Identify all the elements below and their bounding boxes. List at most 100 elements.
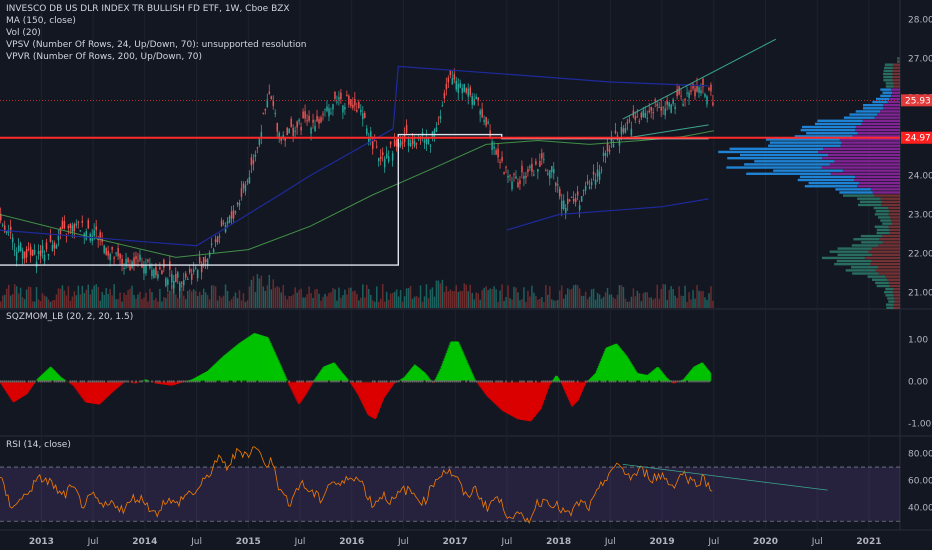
vpvr-bar-down [893,85,900,88]
squeeze-dot [300,380,302,383]
vpsv-legend[interactable]: VPSV (Number Of Rows, 24, Up/Down, 70): … [6,40,307,50]
volume-bar [252,276,255,308]
vpvr-bar-up [837,247,872,250]
vpvr-bar-up [885,287,894,291]
squeeze-dot [19,380,22,383]
candle-body [678,86,680,95]
volume-bar [491,289,493,308]
volume-bar [551,299,553,308]
volume-bar [45,296,48,308]
squeeze-title[interactable]: SQZMOM_LB (20, 2, 20, 1.5) [6,312,134,322]
squeeze-dot [99,380,101,383]
vpvr-bar-up [897,60,899,63]
vpvr-bar-down [885,275,900,278]
price-tag: 24.97 [905,134,931,144]
squeeze-dot [183,380,185,383]
candle-body [449,70,452,76]
volume-bar [517,292,519,308]
candle-body [248,176,251,184]
vpvr-bar-down [821,166,900,169]
candle-body [143,265,145,274]
rsi-title[interactable]: RSI (14, close) [6,440,71,450]
candle-body [471,96,473,105]
squeeze-dot [507,380,509,383]
vpvr-bar-up [857,197,881,200]
squeeze-dot [11,380,14,383]
squeeze-dot [489,380,491,383]
candle-body [222,222,225,224]
vpvr-bar-up [880,88,892,91]
volume-bar [527,290,529,308]
squeeze-dot [298,380,300,383]
squeeze-dot [501,380,503,383]
squeeze-dot [33,380,36,383]
candle-body [364,112,366,118]
candle-body [425,137,428,145]
volume-bar [135,298,137,308]
volume-bar [316,288,318,308]
candle-body [435,127,438,132]
vol-legend[interactable]: Vol (20) [6,28,41,38]
candle-body [137,260,139,262]
volume-bar [702,291,704,308]
volume-bar [459,290,462,308]
squeeze-dot [415,380,418,383]
vpvr-bar-down [840,144,900,147]
time-tick: 2013 [29,537,54,547]
squeeze-dot [383,380,386,383]
squeeze-dot [366,380,368,383]
squeeze-dot [463,380,466,383]
squeeze-dot [658,380,660,383]
squeeze-dot [628,380,631,383]
volume-bar [445,286,448,308]
volume-bar [39,301,42,308]
symbol-title[interactable]: INVESCO DB US DLR INDEX TR BULLISH FD ET… [6,4,290,14]
vpvr-bar-down [892,72,900,76]
volume-bar [566,288,569,308]
volume-bar [632,288,635,308]
candle-body [206,258,209,267]
vpvr-bar-down [834,160,900,163]
squeeze-dot [509,380,511,383]
volume-bar [25,289,28,308]
volume-bar [280,292,283,308]
ma-legend[interactable]: MA (150, close) [6,16,76,26]
vpvr-bar-up [849,113,878,116]
candle-body [177,272,179,278]
volume-bar [204,292,207,308]
squeeze-dot [159,380,161,383]
volume-bar [314,289,316,308]
candle-body [654,99,657,101]
volume-bar [477,293,479,308]
vpvr-bar-up [867,275,886,278]
candle-body [509,175,511,177]
vpsv-value-area-low [506,198,709,231]
volume-bar [262,286,265,308]
candle-body [308,115,310,121]
candle-body [49,234,52,243]
candle-body [226,221,229,224]
squeeze-dot [469,380,471,383]
squeeze-dot [397,380,400,383]
squeeze-dot [551,380,553,383]
squeeze-dot [600,380,603,383]
volume-bar [95,284,97,308]
candle-body [336,101,338,103]
vpvr-bar-up [836,259,872,263]
squeeze-dot [284,380,286,383]
vpvr-legend[interactable]: VPVR (Number Of Rows, 200, Up/Down, 70) [6,52,203,62]
volume-bar [23,299,26,308]
candle-body [254,154,257,157]
candle-body [354,98,356,106]
candle-body [443,92,446,99]
squeeze-dot [246,380,249,383]
volume-bar [73,291,76,308]
candle-body [284,138,286,141]
squeeze-dot [588,380,591,383]
candle-body [296,121,298,128]
squeeze-dot [437,380,440,383]
volume-bar [250,279,253,308]
vpvr-bar-up [862,107,884,110]
vpvr-bar-up [839,191,873,194]
squeeze-dot [654,380,657,383]
